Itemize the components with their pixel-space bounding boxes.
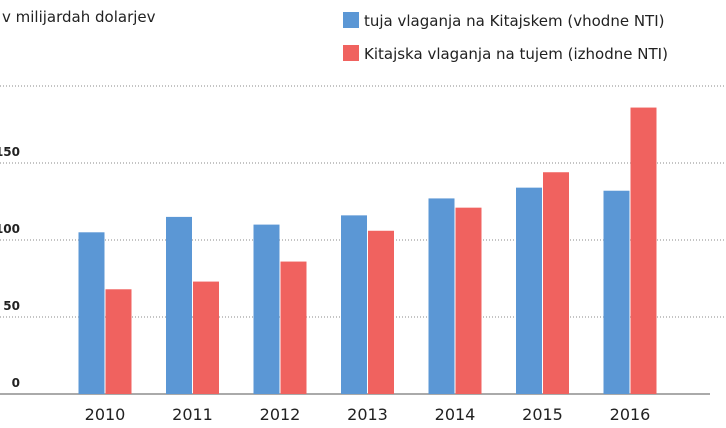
bar (455, 207, 482, 394)
x-tick-label: 2015 (522, 405, 563, 424)
bar (105, 289, 132, 394)
legend-swatch (343, 12, 359, 28)
x-tick-label: 2012 (260, 405, 301, 424)
bar (166, 216, 192, 394)
y-tick-label: 50 (3, 299, 20, 313)
bar (368, 230, 394, 394)
bar (341, 215, 367, 394)
bar (193, 281, 219, 394)
legend-label: tuja vlaganja na Kitajskem (vhodne NTI) (364, 12, 664, 30)
x-tick-label: 2010 (85, 405, 126, 424)
bar (78, 232, 105, 394)
x-tick-label: 2016 (610, 405, 651, 424)
bar (428, 198, 455, 394)
legend-swatch (343, 45, 359, 61)
chart-title: v milijardah dolarjev (2, 8, 156, 26)
x-tick-label: 2011 (172, 405, 213, 424)
bar (280, 261, 307, 394)
bar (516, 187, 542, 394)
bar (603, 190, 630, 394)
bar (543, 172, 569, 394)
y-tick-label: 0 (12, 376, 20, 390)
legend-label: Kitajska vlaganja na tujem (izhodne NTI) (364, 45, 668, 63)
x-tick-label: 2014 (435, 405, 476, 424)
y-tick-label: 150 (0, 145, 20, 159)
y-tick-label: 100 (0, 222, 20, 236)
x-tick-label: 2013 (347, 405, 388, 424)
bar (253, 224, 280, 394)
bar (630, 107, 657, 394)
